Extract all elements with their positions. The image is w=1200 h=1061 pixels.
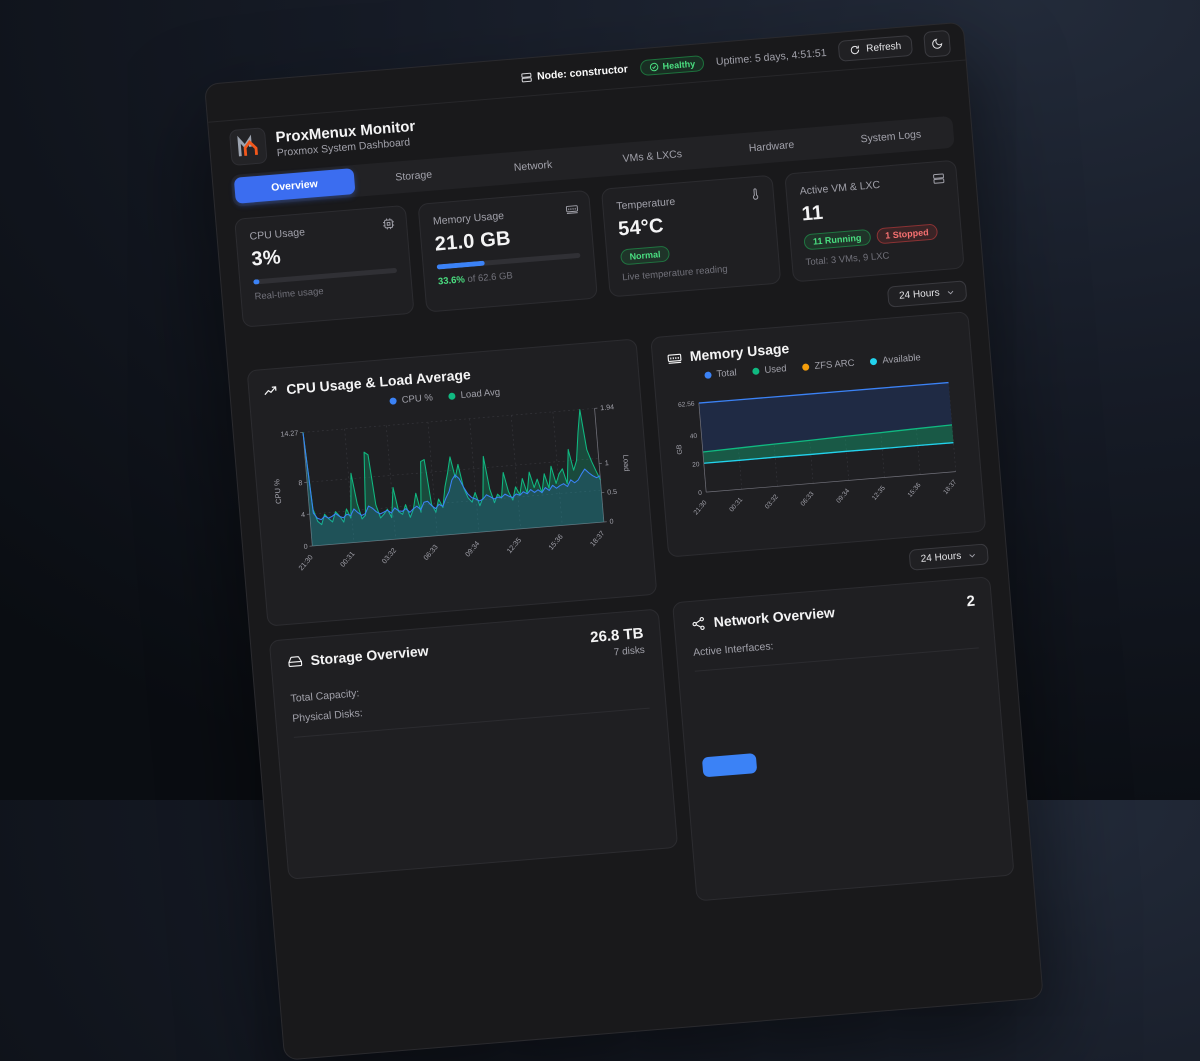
svg-text:18:37: 18:37	[589, 529, 607, 548]
svg-text:1.94: 1.94	[600, 403, 614, 412]
time-range-selector-2[interactable]: 24 Hours	[909, 543, 989, 570]
trending-up-icon	[263, 382, 279, 398]
svg-text:21:30: 21:30	[693, 499, 709, 516]
svg-text:03:32: 03:32	[764, 493, 780, 510]
svg-text:18:37: 18:37	[942, 479, 958, 496]
moon-icon	[931, 37, 944, 50]
svg-text:06:33: 06:33	[800, 490, 816, 507]
node-label: Node: constructor	[537, 63, 629, 82]
cpu-usage-card: CPU Usage 3% Real-time usage	[234, 205, 414, 328]
app-logo	[229, 127, 268, 166]
svg-text:15:36: 15:36	[547, 533, 565, 552]
svg-text:0: 0	[303, 543, 308, 551]
network-share-icon	[690, 615, 706, 631]
server-stack-icon	[932, 172, 946, 186]
svg-text:20: 20	[692, 461, 700, 469]
svg-text:09:34: 09:34	[464, 540, 482, 559]
svg-text:14.27: 14.27	[280, 429, 298, 438]
ram-icon	[565, 202, 579, 216]
proxmenux-logo-icon	[234, 133, 262, 161]
vm-stopped-badge: 1 Stopped	[876, 223, 939, 244]
network-count: 2	[966, 593, 976, 611]
vm-count: 11	[801, 192, 946, 227]
storage-overview-card: Storage Overview 26.8 TB 7 disks Total C…	[269, 609, 678, 880]
svg-text:12:35: 12:35	[505, 536, 523, 555]
interface-badge	[702, 753, 757, 777]
memory-caption: 33.6% of 62.6 GB	[438, 265, 582, 288]
svg-text:4: 4	[301, 511, 306, 519]
svg-text:03:32: 03:32	[380, 547, 398, 566]
memory-value: 21.0 GB	[434, 222, 579, 257]
svg-text:0: 0	[698, 490, 703, 497]
health-badge: Healthy	[639, 54, 705, 75]
chevron-down-icon	[945, 287, 956, 298]
svg-text:0: 0	[609, 518, 614, 526]
legend-dot	[390, 397, 398, 405]
refresh-button[interactable]: Refresh	[838, 35, 913, 62]
tab-network[interactable]: Network	[472, 148, 593, 184]
svg-text:12:35: 12:35	[871, 484, 887, 501]
tab-system-logs[interactable]: System Logs	[830, 119, 951, 155]
uptime-text: Uptime: 5 days, 4:51:51	[715, 46, 827, 67]
legend-dot	[870, 358, 878, 366]
svg-text:62.56: 62.56	[678, 401, 695, 409]
svg-text:21:30: 21:30	[297, 553, 315, 572]
hard-drive-icon	[287, 653, 303, 669]
storage-total-value: 26.8 TB	[590, 625, 645, 646]
tab-vms-lxcs[interactable]: VMs & LXCs	[592, 139, 713, 175]
node-info: Node: constructor	[520, 63, 629, 84]
svg-text:8: 8	[298, 479, 303, 487]
memory-usage-card: Memory Usage 21.0 GB 33.6% of 62.6 GB	[418, 190, 598, 313]
legend-dot	[704, 371, 712, 379]
memory-chart-title: Memory Usage	[689, 340, 790, 364]
legend-dot	[448, 392, 456, 400]
tab-hardware[interactable]: Hardware	[711, 129, 832, 165]
ram-icon	[666, 349, 682, 365]
legend-dot	[802, 363, 810, 371]
cpu-load-chart: 21:30 00:31 03:32 06:33 09:34 12:35 15:36 18:37…	[266, 389, 642, 614]
refresh-icon	[849, 44, 861, 56]
legend-dot	[752, 367, 760, 375]
temperature-status-badge: Normal	[620, 245, 670, 265]
svg-text:0.5: 0.5	[607, 488, 618, 497]
cpu-value: 3%	[251, 237, 396, 272]
temperature-card: Temperature 54°C Normal Live temperature…	[601, 175, 781, 298]
svg-text:GB: GB	[676, 444, 684, 455]
svg-text:00:31: 00:31	[339, 550, 357, 569]
legend-item: Used	[752, 363, 787, 377]
dashboard-sheet: Node: constructor Healthy Uptime: 5 days…	[204, 22, 1044, 1061]
memory-chart: 21:30 00:31 03:32 06:33 09:34 12:35 15:36 18:37…	[669, 362, 970, 545]
network-overview-card: Network Overview 2 Active Interfaces:	[672, 576, 1015, 901]
dashboard-background: { "colors": { "accent":"#3b82f6", "green…	[0, 0, 1200, 800]
legend-item: Total	[704, 367, 737, 381]
svg-text:1: 1	[604, 459, 609, 467]
svg-text:Load: Load	[621, 454, 631, 472]
active-vm-card: Active VM & LXC 11 11 Running 1 Stopped …	[784, 160, 964, 283]
theme-toggle-button[interactable]	[923, 29, 951, 57]
left-column: CPU Usage & Load Average CPU %Load Avg 2…	[247, 338, 679, 879]
tab-storage[interactable]: Storage	[353, 158, 474, 194]
check-circle-icon	[648, 61, 659, 72]
chevron-down-icon	[967, 550, 978, 561]
svg-text:00:31: 00:31	[728, 496, 744, 513]
legend-item: CPU %	[389, 392, 433, 406]
temperature-value: 54°C	[617, 207, 762, 242]
svg-text:CPU %: CPU %	[272, 479, 283, 505]
cpu-load-chart-card: CPU Usage & Load Average CPU %Load Avg 2…	[247, 338, 658, 626]
vm-running-badge: 11 Running	[803, 229, 871, 250]
server-icon	[520, 71, 533, 84]
svg-text:09:34: 09:34	[835, 487, 851, 504]
cpu-chip-icon	[382, 217, 396, 231]
svg-text:40: 40	[690, 433, 698, 441]
tab-overview[interactable]: Overview	[234, 168, 355, 204]
svg-text:06:33: 06:33	[422, 543, 440, 562]
svg-text:15:36: 15:36	[907, 482, 923, 499]
thermometer-icon	[748, 187, 762, 201]
time-range-selector[interactable]: 24 Hours	[887, 280, 967, 307]
